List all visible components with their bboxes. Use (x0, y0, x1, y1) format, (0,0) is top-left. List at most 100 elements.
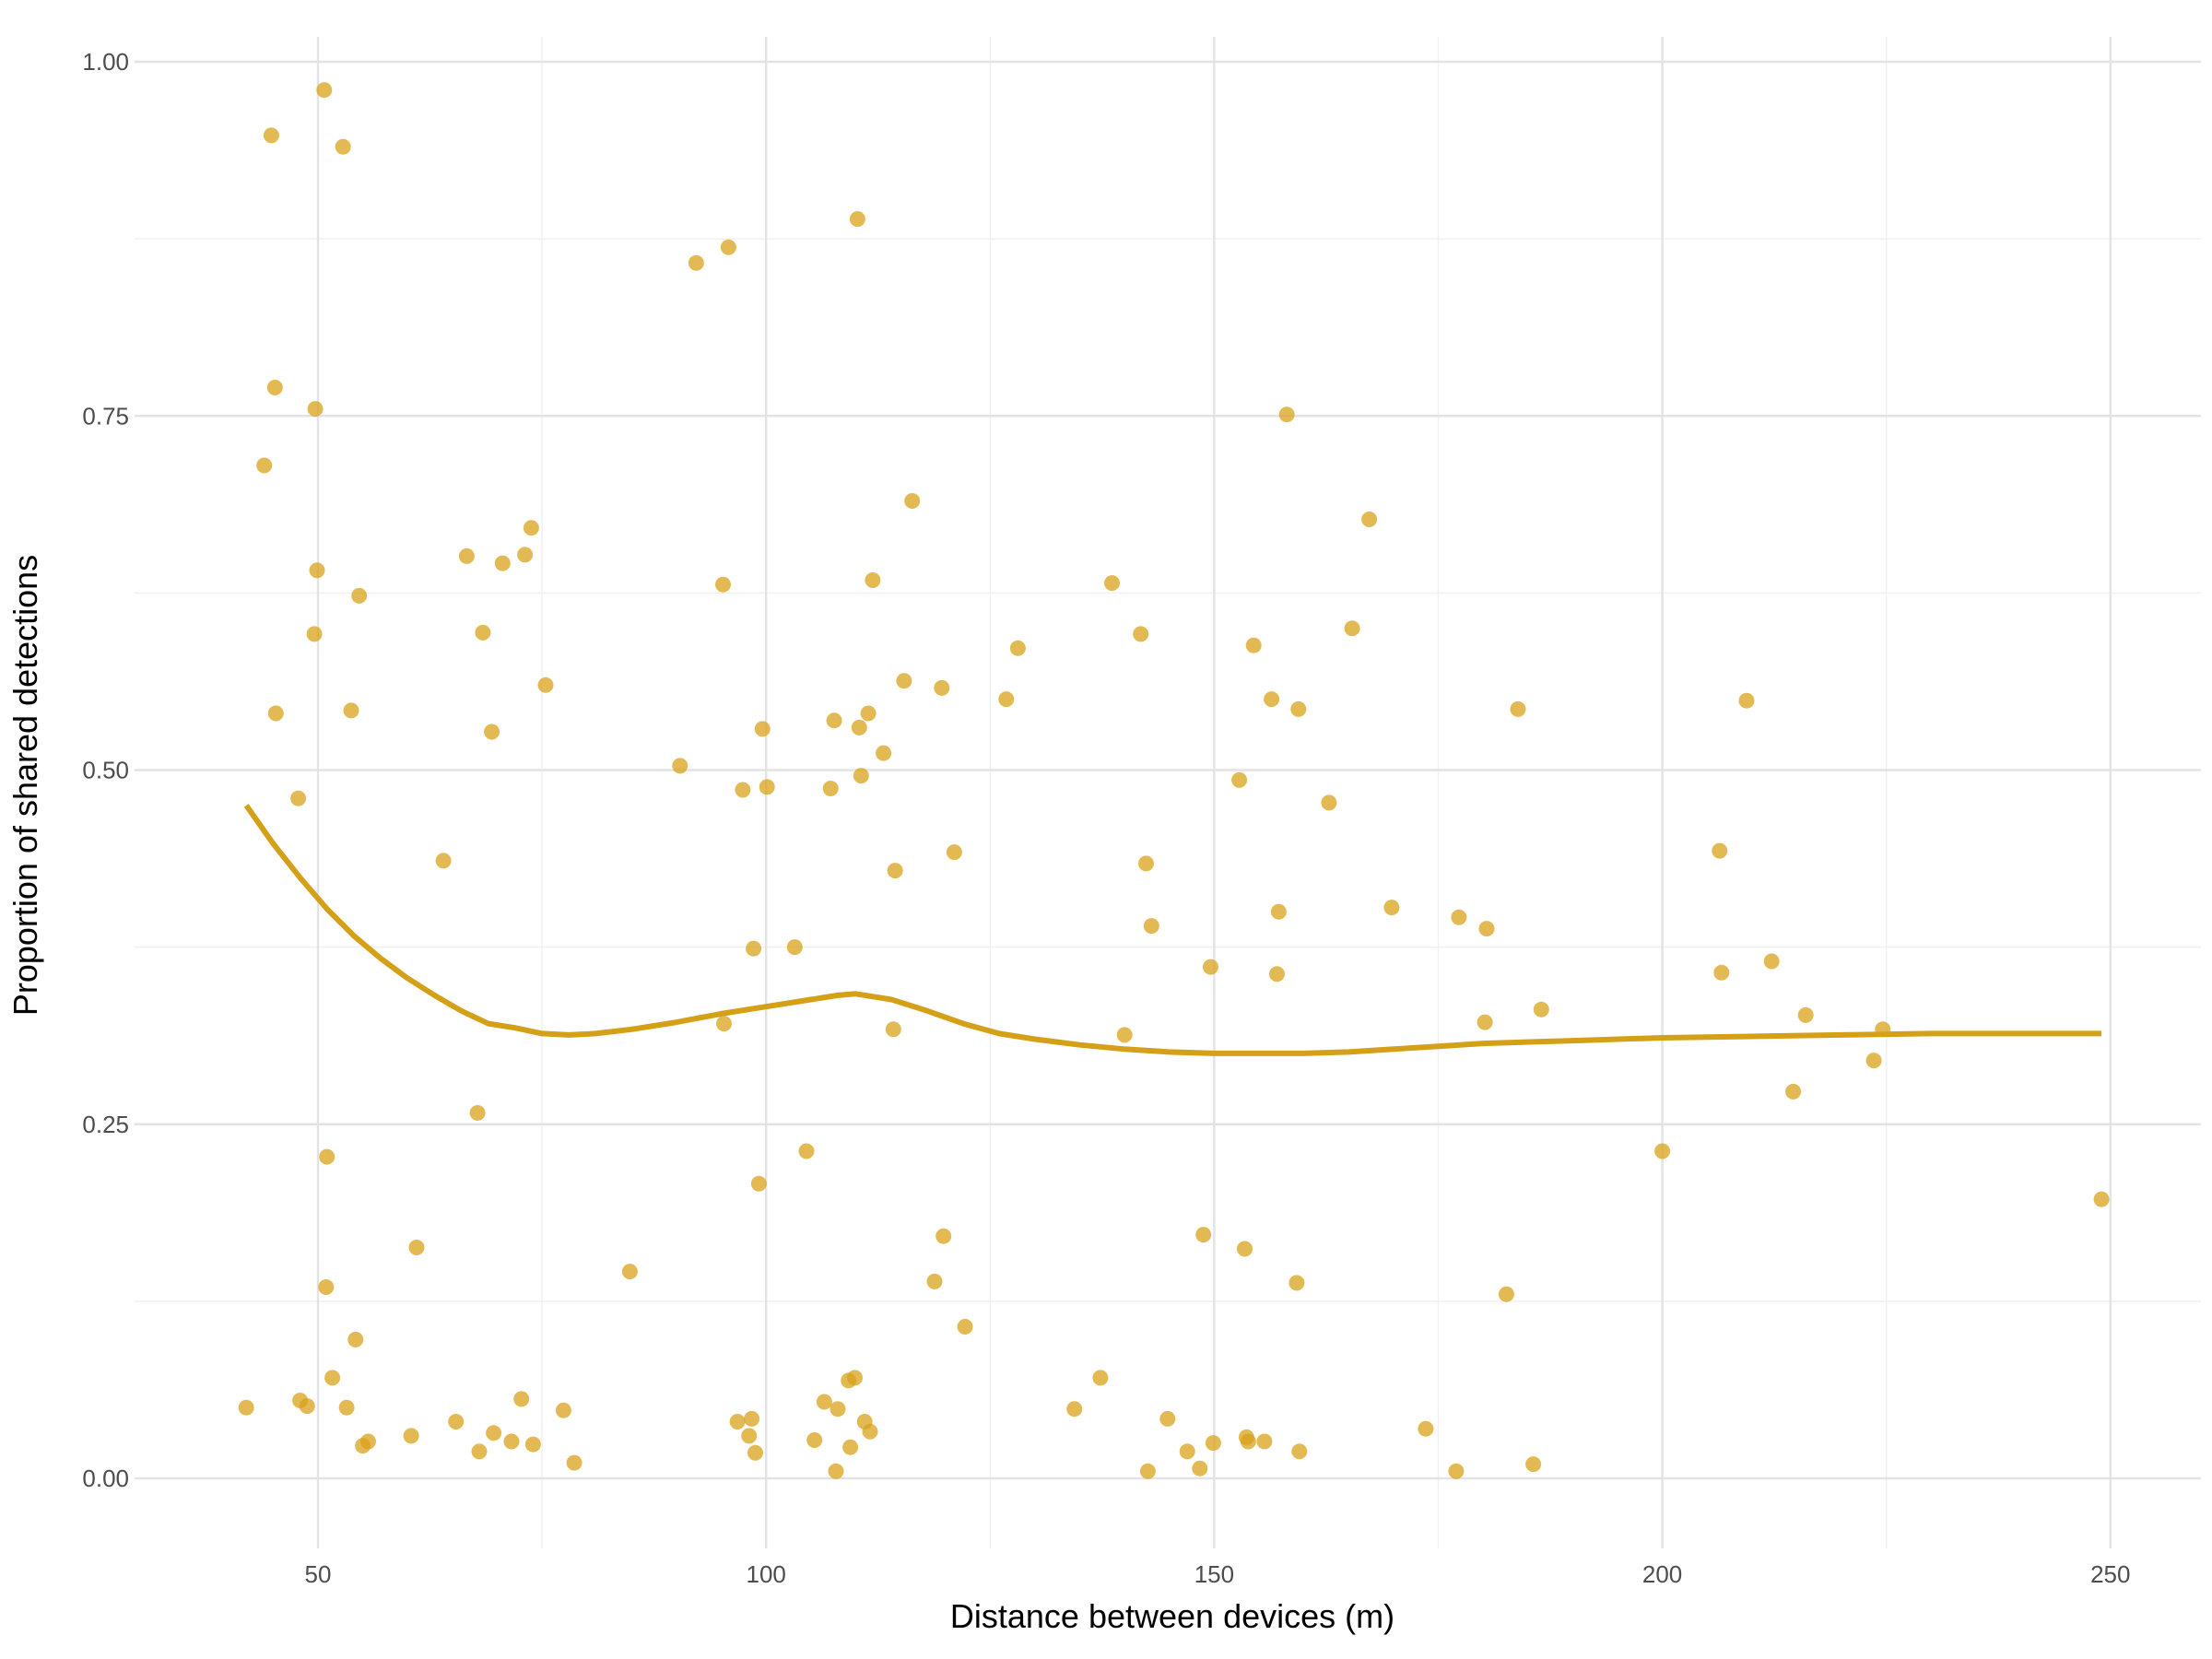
data-point (862, 1423, 878, 1440)
data-point (1256, 1433, 1273, 1450)
data-point (1478, 921, 1495, 937)
data-point (290, 790, 307, 806)
data-point (816, 1394, 832, 1410)
data-point (828, 1463, 844, 1479)
data-point (822, 781, 839, 796)
data-points (238, 82, 2110, 1479)
data-point (716, 1016, 732, 1032)
grid (135, 37, 2201, 1548)
data-point (1240, 1433, 1256, 1450)
data-point (747, 1444, 763, 1461)
data-point (458, 547, 475, 564)
data-point (266, 380, 283, 395)
data-point (523, 520, 539, 536)
data-point (360, 1433, 376, 1450)
data-point (1344, 620, 1360, 637)
data-point (335, 138, 351, 155)
data-point (351, 587, 368, 604)
data-point (1451, 909, 1467, 925)
data-point (1066, 1401, 1083, 1418)
data-point (307, 401, 324, 418)
data-point (946, 844, 962, 861)
data-point (750, 1175, 767, 1192)
data-point (904, 493, 921, 509)
data-point (435, 853, 452, 869)
data-point (316, 82, 333, 99)
data-point (1270, 903, 1287, 920)
data-point (555, 1402, 571, 1418)
data-point (338, 1399, 355, 1416)
y-axis-title: Proportion of shared detections (6, 555, 44, 1016)
data-point (299, 1398, 315, 1415)
data-point (1875, 1021, 1891, 1038)
data-point (786, 939, 803, 956)
data-point (735, 782, 751, 798)
data-point (1278, 406, 1295, 423)
data-point (1865, 1053, 1882, 1069)
data-point (720, 239, 736, 255)
data-point (469, 1105, 486, 1121)
data-point (934, 679, 950, 696)
data-point (486, 1425, 502, 1441)
data-point (1654, 1143, 1671, 1159)
data-point (1712, 842, 1728, 859)
data-point (1139, 1463, 1156, 1479)
data-point (347, 1331, 364, 1347)
data-point (1290, 700, 1307, 717)
data-point (806, 1432, 823, 1448)
data-point (688, 254, 704, 271)
data-point (1713, 964, 1730, 981)
data-point (471, 1443, 488, 1460)
data-point (842, 1439, 859, 1455)
data-point (1510, 700, 1526, 717)
data-point (1138, 855, 1154, 872)
data-point (853, 768, 869, 784)
data-point (1525, 1456, 1542, 1473)
y-tick-label: 1.00 (82, 48, 129, 76)
data-point (503, 1433, 520, 1450)
data-point (517, 547, 534, 563)
data-point (885, 1021, 901, 1038)
data-point (566, 1454, 582, 1471)
data-point (744, 1410, 760, 1427)
data-point (537, 677, 554, 693)
smooth-trend-line-group (243, 804, 2102, 1056)
data-point (1288, 1275, 1305, 1291)
data-point (484, 724, 500, 740)
data-point (238, 1399, 254, 1416)
data-point (754, 721, 771, 737)
data-point (1237, 1241, 1253, 1257)
x-tick-label: 200 (1642, 1560, 1682, 1588)
x-tick-label: 250 (2090, 1560, 2130, 1588)
data-point (851, 719, 867, 735)
data-point (1498, 1286, 1514, 1302)
data-point (1159, 1410, 1176, 1427)
data-point (1192, 1460, 1208, 1477)
smooth-trend-line (243, 804, 2102, 1056)
data-point (1383, 900, 1400, 916)
data-point (1133, 626, 1149, 642)
data-point (1269, 966, 1285, 982)
data-point (1116, 1027, 1133, 1043)
data-point (826, 712, 842, 729)
data-point (746, 940, 762, 957)
data-point (1738, 692, 1755, 709)
y-tick-label: 0.00 (82, 1465, 129, 1492)
data-point (1203, 959, 1218, 975)
x-tick-label: 50 (305, 1560, 332, 1588)
data-point (998, 691, 1015, 708)
data-point (798, 1143, 815, 1159)
data-point (1418, 1420, 1434, 1437)
data-point (1104, 575, 1120, 592)
data-point (887, 863, 903, 879)
data-point (1361, 512, 1378, 527)
data-point (830, 1401, 846, 1418)
data-point (2093, 1191, 2110, 1207)
data-point (935, 1228, 952, 1244)
data-point (524, 1436, 541, 1453)
data-point (309, 562, 325, 579)
data-point (1763, 953, 1780, 970)
data-point (1264, 691, 1280, 708)
data-point (403, 1428, 419, 1444)
